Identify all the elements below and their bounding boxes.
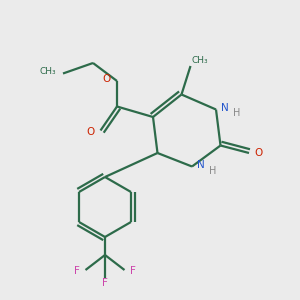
Text: F: F [102, 278, 108, 288]
Text: CH₃: CH₃ [40, 68, 56, 76]
Text: O: O [87, 127, 95, 137]
Text: F: F [74, 266, 80, 276]
Text: O: O [254, 148, 263, 158]
Text: N: N [197, 160, 205, 170]
Text: N: N [221, 103, 229, 113]
Text: H: H [232, 107, 240, 118]
Text: F: F [130, 266, 136, 276]
Text: CH₃: CH₃ [192, 56, 208, 65]
Text: O: O [102, 74, 110, 85]
Text: H: H [208, 166, 216, 176]
